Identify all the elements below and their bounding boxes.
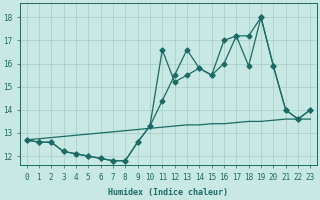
X-axis label: Humidex (Indice chaleur): Humidex (Indice chaleur) [108,188,228,197]
